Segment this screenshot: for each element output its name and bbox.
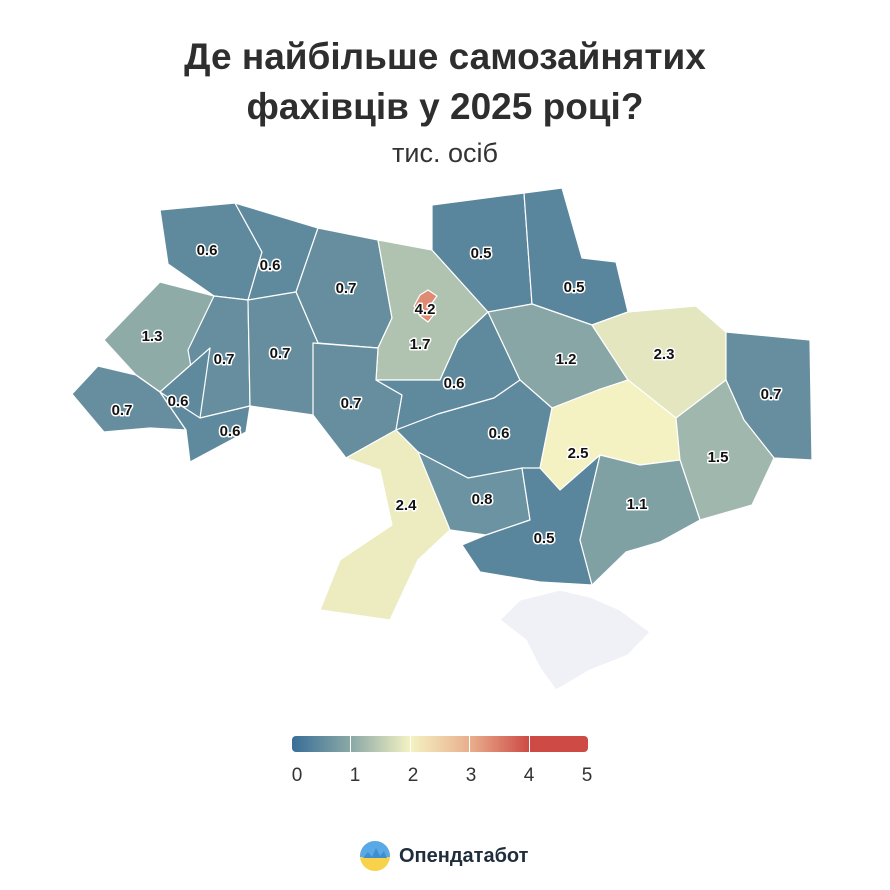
region-value-label-zakarpattia: 0.7 <box>112 402 133 419</box>
region-value-label-kherson: 0.5 <box>534 530 555 547</box>
legend-tick-label: 5 <box>581 765 593 786</box>
region-value-label-khmelnytskyi: 0.7 <box>270 345 291 362</box>
region-value-label-vinnytsia: 0.7 <box>341 395 362 412</box>
regions-layer <box>71 187 813 691</box>
legend-tick-label: 2 <box>407 765 419 786</box>
region-value-label-rivne: 0.6 <box>260 257 281 274</box>
region-value-label-kirovohrad: 0.6 <box>489 425 510 442</box>
region-sumy <box>523 187 629 326</box>
region-value-label-kyiv-oblast: 1.7 <box>410 336 431 353</box>
region-value-label-kharkiv: 2.3 <box>654 346 675 363</box>
legend-color-segment <box>470 736 530 752</box>
color-scale-legend <box>292 736 588 752</box>
brand-block: Опендатабот <box>359 838 528 874</box>
region-odesa <box>319 429 451 621</box>
legend-color-segment <box>529 736 588 752</box>
map-title-line-2: фахівців у 2025 році? <box>246 86 644 127</box>
region-value-label-donetsk: 1.5 <box>708 449 729 466</box>
region-value-label-zaporizhzhia: 1.1 <box>627 496 648 513</box>
region-value-label-poltava: 1.2 <box>556 351 577 368</box>
region-value-label-ivano-frankivsk: 0.6 <box>168 393 189 410</box>
legend-tick-label: 1 <box>349 765 361 786</box>
legend-tick-label: 3 <box>465 765 477 786</box>
region-value-label-kyiv-city: 4.2 <box>415 301 436 318</box>
brand-name: Опендатабот <box>399 844 529 867</box>
legend-color-segment <box>292 736 352 752</box>
region-labels-layer: 0.6 0.6 0.7 1.7 4.2 0.5 0.5 1.3 0.7 0.7 0.7 0.6 1.2 2… <box>110 240 783 548</box>
region-chernivtsi <box>159 391 251 463</box>
region-value-label-lviv: 1.3 <box>142 328 163 345</box>
region-crimea <box>499 589 651 691</box>
map-title-line-1: Де найбільше самозайнятих <box>184 36 706 77</box>
region-value-label-zhytomyr: 0.7 <box>336 280 357 297</box>
legend-color-segment <box>351 736 411 752</box>
region-kyiv-city <box>413 289 438 323</box>
region-value-label-ternopil: 0.7 <box>214 351 235 368</box>
region-value-label-chernihiv: 0.5 <box>471 245 492 262</box>
region-zaporizhzhia <box>579 454 701 586</box>
region-value-label-sumy: 0.5 <box>564 279 585 296</box>
region-value-label-volyn: 0.6 <box>197 242 218 259</box>
region-value-label-cherkasy: 0.6 <box>444 375 465 392</box>
opendatabot-logo-icon <box>360 841 390 871</box>
region-value-label-luhansk: 0.7 <box>761 386 782 403</box>
map-subtitle: тис. осіб <box>392 138 498 168</box>
legend-tick-label: 0 <box>291 765 303 786</box>
region-value-label-dnipropetrovsk: 2.5 <box>568 445 589 462</box>
legend-color-segment <box>410 736 471 752</box>
region-value-label-odesa: 2.4 <box>396 497 418 514</box>
region-value-label-mykolaiv: 0.8 <box>472 491 493 508</box>
legend-tick-label: 4 <box>523 765 535 786</box>
region-value-label-chernivtsi: 0.6 <box>220 423 241 440</box>
